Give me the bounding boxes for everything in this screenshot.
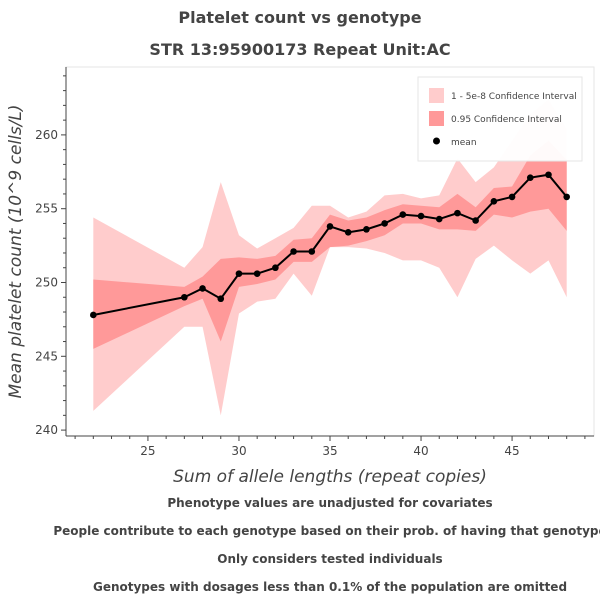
mean-point bbox=[454, 209, 461, 217]
chart-title: Platelet count vs genotype bbox=[178, 8, 422, 27]
mean-point bbox=[253, 270, 261, 277]
x-tick-label: 30 bbox=[231, 444, 246, 458]
legend-swatch-95 bbox=[429, 111, 444, 126]
mean-point bbox=[90, 311, 97, 319]
mean-point bbox=[308, 248, 316, 255]
mean-point bbox=[490, 198, 498, 205]
mean-point bbox=[472, 217, 479, 224]
x-axis-label: Sum of allele lengths (repeat copies) bbox=[173, 467, 487, 487]
x-tick-label: 35 bbox=[322, 444, 337, 458]
footnote-covariates: Phenotype values are unadjusted for cova… bbox=[167, 496, 493, 510]
mean-point bbox=[344, 229, 352, 236]
legend-box bbox=[417, 76, 583, 162]
mean-point bbox=[181, 293, 188, 301]
y-axis-label: Mean platelet count (10^9 cells/L) bbox=[6, 104, 26, 398]
mean-point bbox=[326, 223, 334, 230]
y-tick-label: 245 bbox=[35, 349, 58, 363]
y-tick-label: 260 bbox=[35, 128, 58, 142]
mean-point bbox=[399, 211, 407, 218]
footnote-probability: People contribute to each genotype based… bbox=[53, 524, 600, 538]
legend-label-5e-8: 1 - 5e-8 Confidence Interval bbox=[451, 92, 577, 102]
legend-marker-mean bbox=[433, 137, 440, 145]
mean-point bbox=[563, 193, 570, 201]
footnote-dosage: Genotypes with dosages less than 0.1% of… bbox=[92, 580, 568, 594]
chart-subtitle: STR 13:95900173 Repeat Unit:AC bbox=[149, 40, 451, 59]
ci-band-95 bbox=[93, 140, 567, 349]
mean-point bbox=[290, 248, 297, 255]
mean-point bbox=[235, 270, 243, 277]
footnote-tested: Only considers tested individuals bbox=[217, 552, 443, 566]
legend-swatch-5e-8 bbox=[429, 88, 444, 103]
mean-point bbox=[435, 215, 443, 223]
mean-point bbox=[508, 193, 516, 201]
y-tick-label: 255 bbox=[35, 202, 58, 216]
mean-point bbox=[217, 295, 225, 303]
x-tick-label: 45 bbox=[504, 444, 519, 458]
legend-label-mean: mean bbox=[451, 138, 477, 148]
legend-label-95: 0.95 Confidence Interval bbox=[451, 115, 562, 125]
mean-point bbox=[545, 171, 552, 179]
y-tick-label: 250 bbox=[35, 275, 58, 289]
mean-point bbox=[381, 220, 388, 227]
mean-point bbox=[417, 212, 425, 220]
mean-point bbox=[199, 285, 206, 292]
y-tick-label: 240 bbox=[35, 423, 58, 437]
chart-svg: 25 30 35 40 45 240 245 250 255 260 Sum of allele l… bbox=[6, 66, 595, 487]
x-tick-label: 40 bbox=[413, 444, 428, 458]
mean-point bbox=[363, 226, 370, 233]
ci-band-5e-8 bbox=[93, 99, 567, 416]
mean-point bbox=[272, 264, 279, 272]
mean-point bbox=[526, 174, 534, 181]
x-tick-label: 25 bbox=[140, 444, 155, 458]
